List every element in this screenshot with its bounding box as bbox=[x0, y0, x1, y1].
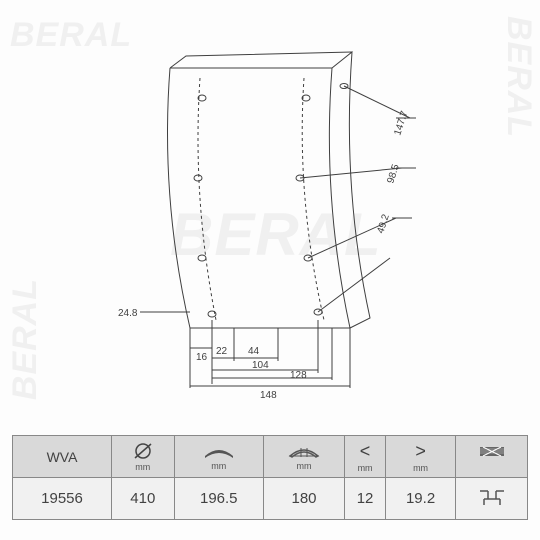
col-max-unit: mm bbox=[386, 463, 455, 473]
col-arc-inner-unit: mm bbox=[264, 461, 344, 471]
val-diameter: 410 bbox=[112, 478, 175, 520]
col-min: < mm bbox=[345, 436, 386, 478]
rivet-icon bbox=[477, 444, 507, 470]
dim-16: 16 bbox=[196, 352, 208, 363]
val-min: 12 bbox=[345, 478, 386, 520]
col-wva: WVA bbox=[13, 436, 112, 478]
dim-44: 44 bbox=[248, 346, 260, 357]
lt-icon: < bbox=[360, 441, 371, 461]
val-arc-in: 180 bbox=[263, 478, 344, 520]
col-wva-label: WVA bbox=[47, 449, 78, 465]
dim-147-7: 147.7 bbox=[392, 109, 410, 137]
val-wva: 19556 bbox=[13, 478, 112, 520]
dim-24-8: 24.8 bbox=[118, 308, 138, 319]
val-rivet bbox=[456, 478, 528, 520]
spec-table: WVA mm mm mm < mm bbox=[12, 435, 528, 520]
gt-icon: > bbox=[415, 441, 426, 461]
technical-drawing: 24.8 16 22 44 104 128 148 147.7 98.5 49.… bbox=[100, 28, 460, 408]
watermark-bl: BERAL bbox=[6, 278, 45, 400]
col-min-unit: mm bbox=[345, 463, 385, 473]
col-arc-outer: mm bbox=[174, 436, 263, 478]
dim-49-2: 49.2 bbox=[375, 213, 392, 235]
rivet-profile-icon bbox=[477, 485, 507, 509]
val-arc-out: 196.5 bbox=[174, 478, 263, 520]
arc-outer-icon bbox=[202, 442, 236, 460]
dim-22: 22 bbox=[216, 346, 228, 357]
spec-data-row: 19556 410 196.5 180 12 19.2 bbox=[13, 478, 528, 520]
col-arc-outer-unit: mm bbox=[175, 461, 263, 471]
canvas: BERAL BERAL BERAL BERAL bbox=[0, 0, 540, 540]
dim-98-5: 98.5 bbox=[385, 163, 402, 185]
dim-104: 104 bbox=[252, 360, 269, 371]
diameter-icon bbox=[130, 441, 156, 461]
watermark-tr: BERAL bbox=[499, 16, 538, 138]
col-diameter-unit: mm bbox=[112, 462, 174, 472]
dim-148: 148 bbox=[260, 390, 277, 401]
col-max: > mm bbox=[386, 436, 456, 478]
col-diameter: mm bbox=[112, 436, 175, 478]
col-arc-inner: mm bbox=[263, 436, 344, 478]
spec-header-row: WVA mm mm mm < mm bbox=[13, 436, 528, 478]
dim-128: 128 bbox=[290, 370, 307, 381]
val-max: 19.2 bbox=[386, 478, 456, 520]
col-rivet bbox=[456, 436, 528, 478]
arc-inner-icon bbox=[287, 442, 321, 460]
